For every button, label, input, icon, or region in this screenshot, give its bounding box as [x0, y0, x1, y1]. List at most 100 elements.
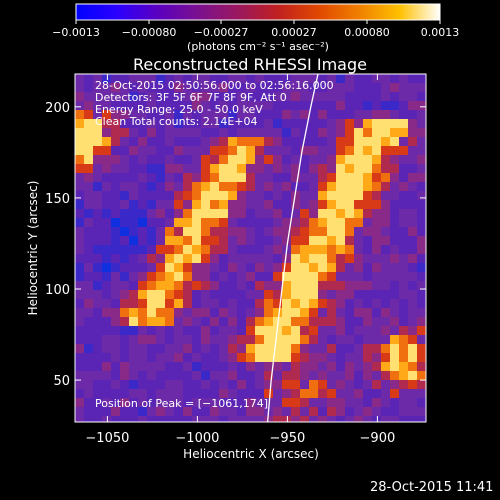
heatmap-cell	[273, 83, 282, 92]
heatmap-cell	[291, 245, 300, 254]
heatmap-cell	[282, 119, 291, 128]
heatmap-cell	[246, 407, 255, 416]
heatmap-cell	[345, 92, 354, 101]
heatmap-cell	[174, 263, 183, 272]
heatmap-cell	[273, 335, 282, 344]
heatmap-cell	[156, 308, 165, 317]
heatmap-cell	[390, 290, 399, 299]
heatmap-cell	[318, 380, 327, 389]
heatmap-cell	[327, 308, 336, 317]
heatmap-cell	[147, 317, 156, 326]
heatmap-cell	[111, 290, 120, 299]
heatmap-cell	[111, 281, 120, 290]
heatmap-cell	[129, 281, 138, 290]
heatmap-cell	[93, 119, 102, 128]
heatmap-cell	[93, 182, 102, 191]
heatmap-cell	[201, 281, 210, 290]
heatmap-cell	[345, 200, 354, 209]
heatmap-cell	[201, 317, 210, 326]
heatmap-cell	[363, 155, 372, 164]
heatmap-cell	[345, 326, 354, 335]
heatmap-cell	[363, 74, 372, 83]
heatmap-cell	[372, 326, 381, 335]
heatmap-cell	[138, 146, 147, 155]
heatmap-cell	[363, 290, 372, 299]
heatmap-cell	[273, 101, 282, 110]
heatmap-cell	[300, 398, 309, 407]
heatmap-cell	[120, 83, 129, 92]
heatmap-cell	[345, 398, 354, 407]
heatmap-cell	[138, 191, 147, 200]
heatmap-cell	[390, 128, 399, 137]
heatmap-cell	[336, 173, 345, 182]
heatmap-cell	[183, 389, 192, 398]
heatmap-cell	[309, 263, 318, 272]
heatmap-cell	[84, 371, 93, 380]
heatmap-cell	[264, 191, 273, 200]
heatmap-cell	[192, 101, 201, 110]
heatmap-cell	[219, 182, 228, 191]
heatmap-cell	[147, 209, 156, 218]
heatmap-cell	[336, 137, 345, 146]
heatmap-cell	[174, 308, 183, 317]
heatmap-cell	[147, 344, 156, 353]
heatmap-cell	[192, 353, 201, 362]
heatmap-cell	[219, 317, 228, 326]
heatmap-cell	[264, 218, 273, 227]
heatmap-cell	[327, 110, 336, 119]
heatmap-cell	[75, 281, 84, 290]
heatmap-cell	[192, 371, 201, 380]
heatmap-cell	[255, 254, 264, 263]
heatmap-cell	[381, 218, 390, 227]
heatmap-cell	[300, 218, 309, 227]
heatmap-cell	[291, 146, 300, 155]
heatmap-cell	[138, 398, 147, 407]
heatmap-cell	[381, 416, 390, 422]
heatmap-cell	[300, 299, 309, 308]
heatmap-cell	[219, 299, 228, 308]
heatmap-cell	[354, 119, 363, 128]
heatmap-cell	[300, 380, 309, 389]
heatmap-cell	[417, 371, 426, 380]
heatmap-cell	[282, 110, 291, 119]
heatmap-cell	[147, 227, 156, 236]
heatmap-cell	[372, 308, 381, 317]
heatmap-cell	[147, 335, 156, 344]
heatmap-cell	[381, 74, 390, 83]
heatmap-cell	[327, 146, 336, 155]
heatmap-cell	[111, 155, 120, 164]
heatmap-cell	[264, 74, 273, 83]
heatmap-cell	[399, 263, 408, 272]
heatmap-cell	[93, 362, 102, 371]
heatmap-cell	[291, 335, 300, 344]
heatmap-cell	[174, 83, 183, 92]
heatmap-cell	[129, 155, 138, 164]
heatmap-cell	[102, 317, 111, 326]
heatmap-cell	[183, 317, 192, 326]
heatmap-cell	[201, 137, 210, 146]
heatmap-cell	[156, 254, 165, 263]
heatmap-cell	[363, 416, 372, 422]
heatmap-cell	[291, 308, 300, 317]
heatmap-cell	[129, 245, 138, 254]
heatmap-cell	[174, 137, 183, 146]
heatmap-cell	[138, 101, 147, 110]
heatmap-cell	[255, 200, 264, 209]
heatmap-cell	[282, 353, 291, 362]
heatmap-cell	[183, 290, 192, 299]
heatmap-cell	[399, 254, 408, 263]
heatmap-cell	[264, 182, 273, 191]
heatmap-cell	[282, 83, 291, 92]
heatmap-cell	[102, 200, 111, 209]
heatmap-cell	[219, 101, 228, 110]
heatmap-cell	[354, 155, 363, 164]
heatmap-cell	[309, 83, 318, 92]
heatmap-cell	[282, 344, 291, 353]
heatmap-cell	[255, 281, 264, 290]
heatmap-cell	[219, 164, 228, 173]
heatmap-cell	[237, 146, 246, 155]
heatmap-cell	[192, 362, 201, 371]
heatmap-cell	[264, 299, 273, 308]
heatmap-cell	[93, 335, 102, 344]
heatmap-cell	[372, 263, 381, 272]
